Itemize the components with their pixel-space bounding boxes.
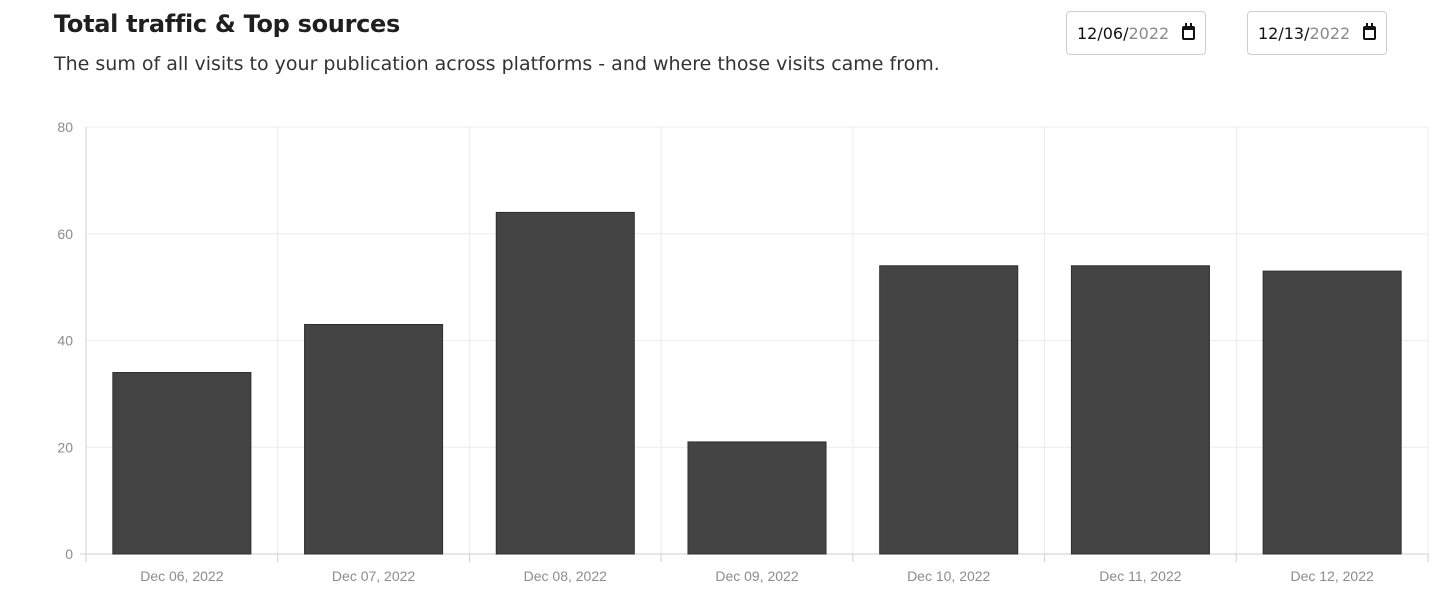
bar	[1070, 265, 1210, 555]
y-tick-label: 40	[57, 333, 73, 349]
start-date-input[interactable]: 12 / 06 / 2022	[1066, 11, 1206, 55]
start-date-day[interactable]: 06	[1102, 23, 1124, 43]
y-tick-label: 60	[57, 226, 73, 242]
end-date-day[interactable]: 13	[1283, 23, 1305, 43]
bar	[112, 372, 252, 555]
bar	[1262, 270, 1402, 555]
x-tick-label: Dec 12, 2022	[1290, 568, 1373, 584]
end-date-year[interactable]: 2022	[1309, 23, 1351, 43]
bar	[304, 323, 444, 555]
page-subtitle: The sum of all visits to your publicatio…	[54, 53, 940, 75]
end-date-separator-2: /	[1304, 23, 1310, 43]
end-date-input[interactable]: 12 / 13 / 2022	[1247, 11, 1387, 55]
calendar-icon[interactable]	[1182, 23, 1195, 40]
page-title: Total traffic & Top sources	[54, 10, 400, 38]
x-tick-label: Dec 11, 2022	[1099, 568, 1181, 584]
y-tick-label: 0	[65, 546, 73, 562]
y-tick-label: 20	[57, 439, 73, 455]
x-tick-label: Dec 06, 2022	[140, 568, 223, 584]
x-tick-label: Dec 10, 2022	[907, 568, 990, 584]
start-date-year[interactable]: 2022	[1128, 23, 1170, 43]
start-date-separator: /	[1097, 23, 1103, 43]
end-date-month[interactable]: 12	[1258, 23, 1279, 43]
start-date-month[interactable]: 12	[1077, 23, 1098, 43]
end-date-separator: /	[1278, 23, 1284, 43]
x-tick-label: Dec 08, 2022	[524, 568, 607, 584]
y-tick-label: 80	[57, 119, 73, 135]
calendar-icon[interactable]	[1363, 23, 1376, 40]
bar	[687, 441, 827, 555]
start-date-separator-2: /	[1123, 23, 1129, 43]
x-tick-label: Dec 09, 2022	[715, 568, 798, 584]
bar	[879, 265, 1019, 555]
x-tick-label: Dec 07, 2022	[332, 568, 415, 584]
bar	[495, 211, 635, 555]
